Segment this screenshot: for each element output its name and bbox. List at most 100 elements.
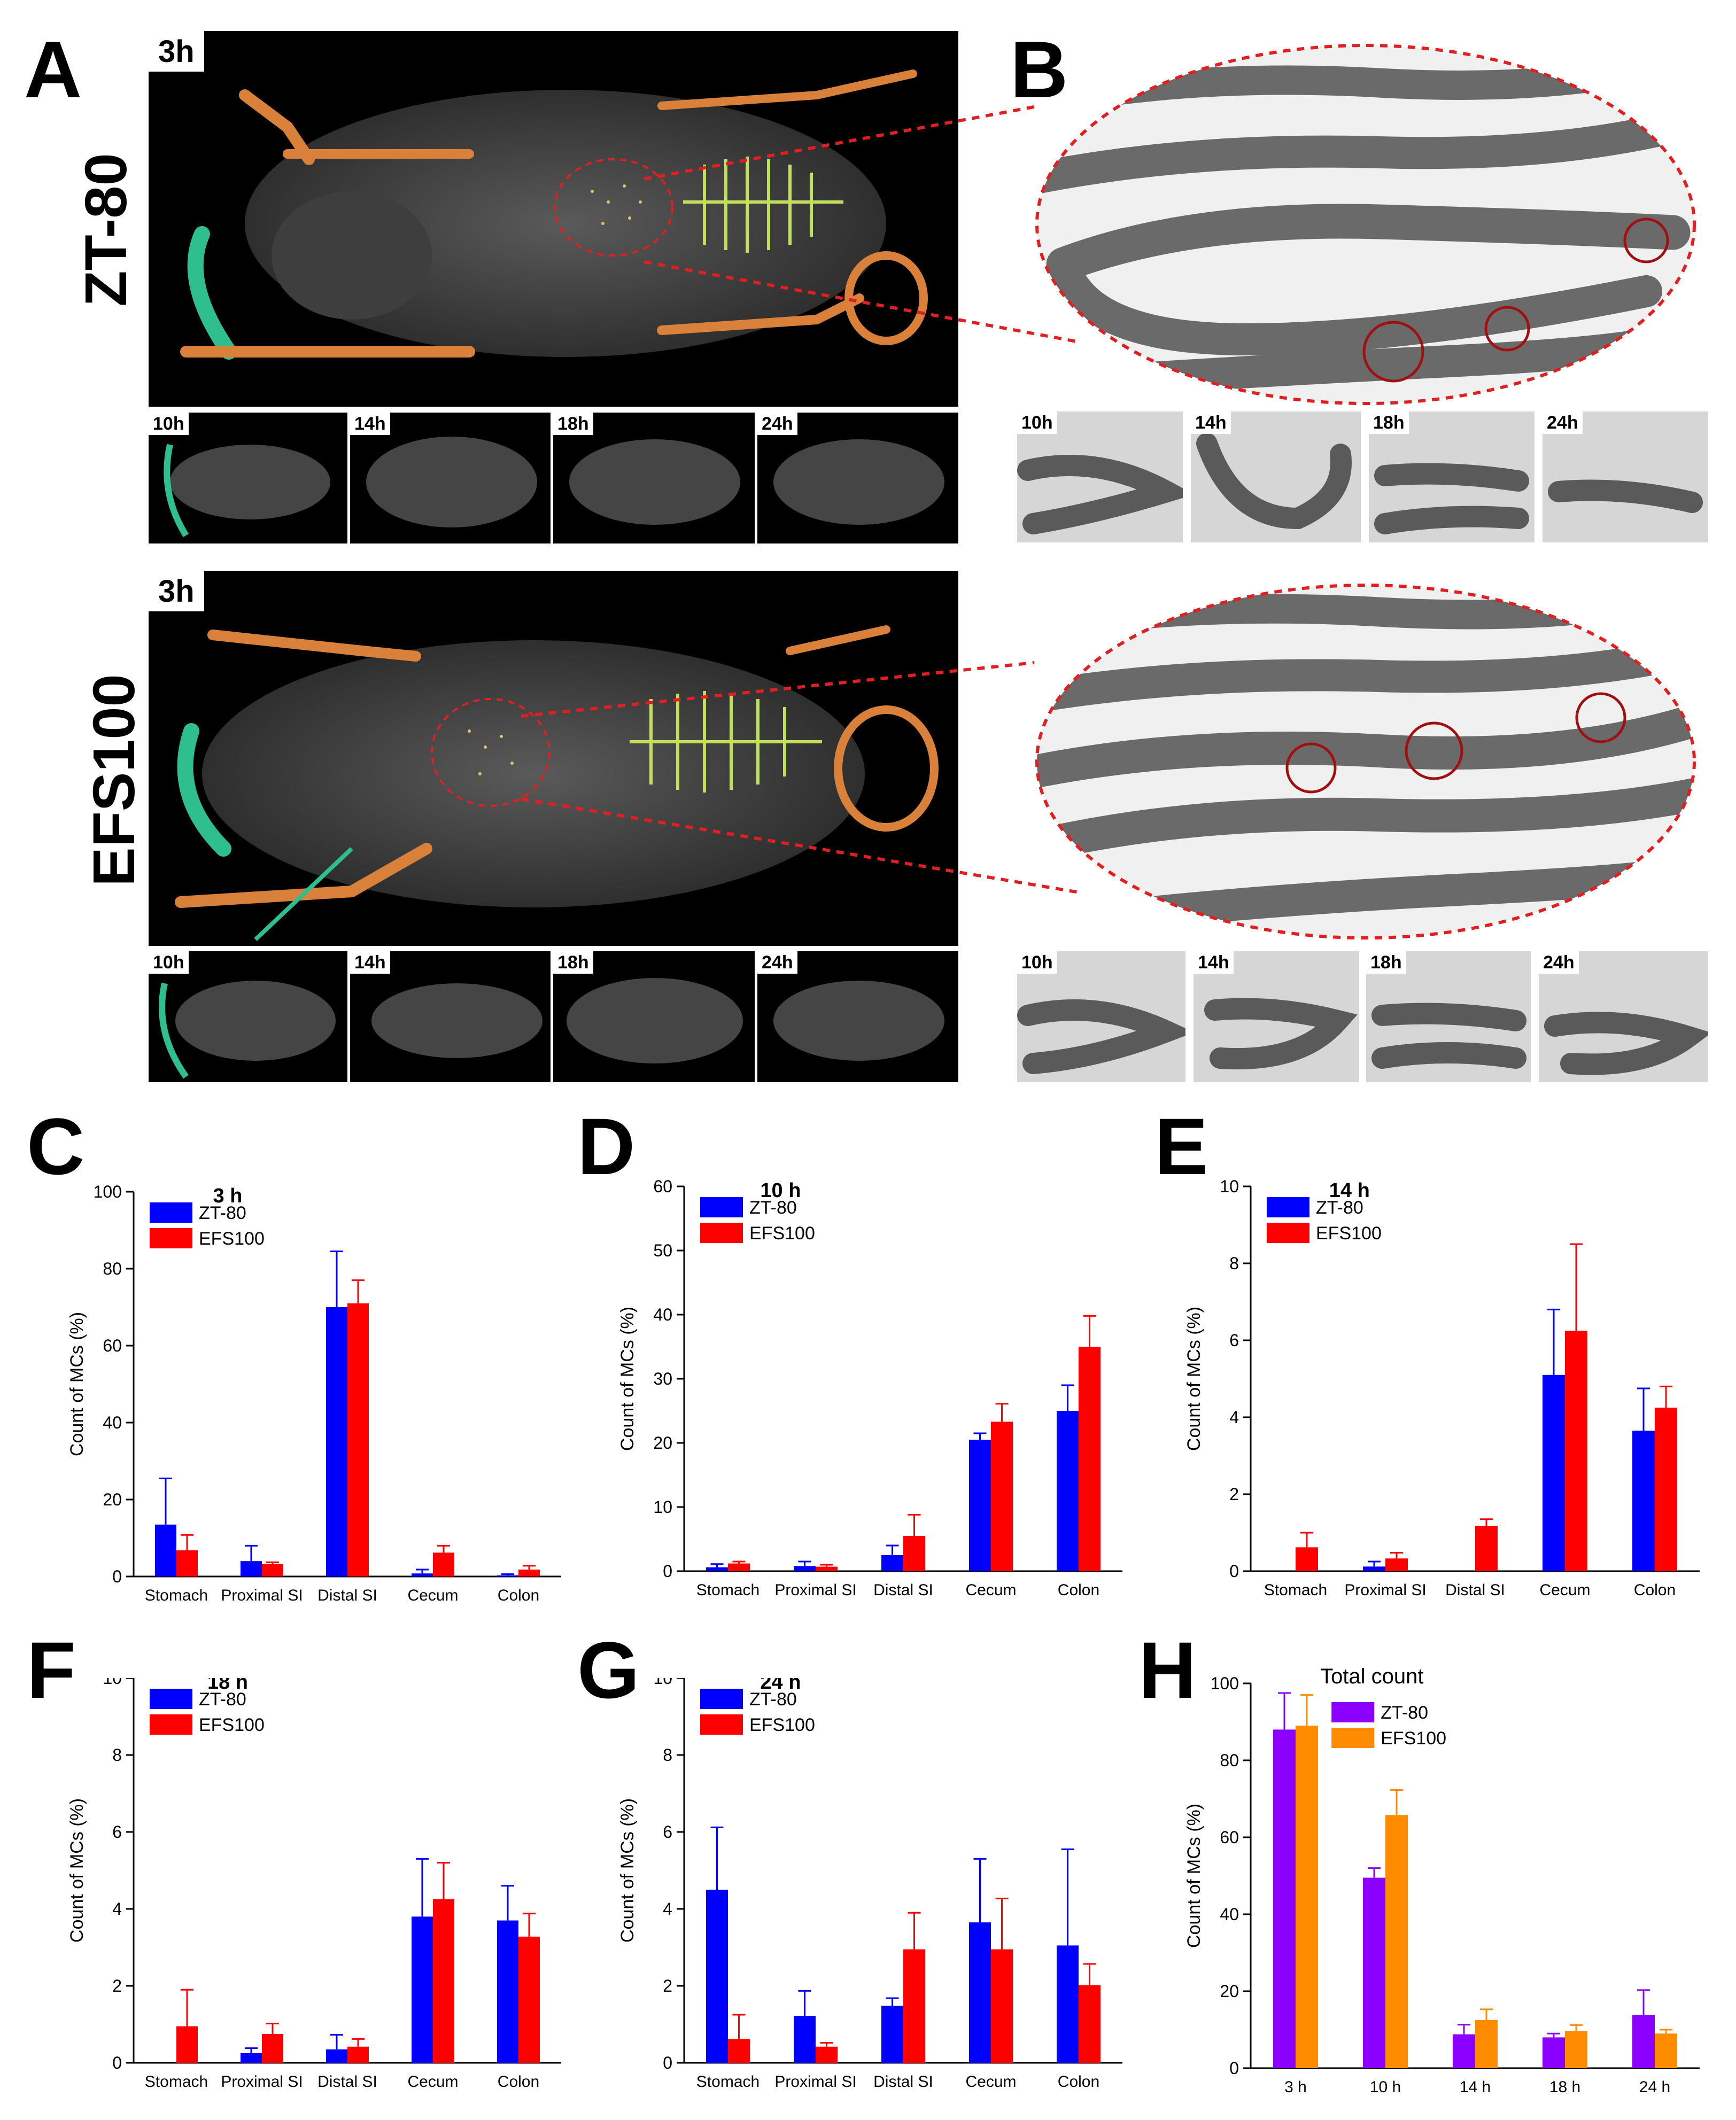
x-tick-label: Stomach bbox=[696, 2073, 759, 2091]
thumb-efs100-10h: 10h bbox=[149, 951, 347, 1082]
thumb-intestine-efs100-14h: 14h bbox=[1194, 951, 1359, 1082]
bar-zt-80 bbox=[969, 1440, 991, 1571]
y-tick-label: 40 bbox=[103, 1413, 122, 1432]
y-tick-label: 100 bbox=[94, 1182, 122, 1201]
time-tag: 3h bbox=[149, 31, 204, 72]
legend-label: ZT-80 bbox=[1381, 1703, 1428, 1723]
legend-swatch bbox=[700, 1223, 743, 1243]
legend-label: ZT-80 bbox=[1316, 1198, 1363, 1218]
chart-h: 0 20 40 60 80 100 Count of MCs (%) Total count 3… bbox=[1184, 1665, 1700, 2096]
bar-zt-80 bbox=[497, 1920, 518, 2063]
y-axis-label: Count of MCs (%) bbox=[67, 1798, 87, 1943]
x-tick-label: Proximal SI bbox=[774, 1581, 856, 1599]
y-tick-label: 0 bbox=[663, 1562, 672, 1581]
bar-efs100 bbox=[1475, 2020, 1498, 2068]
y-tick-label: 80 bbox=[1220, 1751, 1239, 1770]
mouse-ct-render bbox=[175, 625, 939, 941]
chart-e: 0 2 4 6 8 10 Count of MCs (%) 14 h Stomach Proxim… bbox=[1184, 1177, 1700, 1599]
x-tick-label: Distal SI bbox=[317, 1587, 377, 1604]
bar-efs100 bbox=[728, 2039, 750, 2063]
bar-efs100 bbox=[1296, 1726, 1318, 2068]
bar-efs100 bbox=[1475, 1526, 1498, 1571]
bar-efs100 bbox=[1385, 1558, 1408, 1571]
y-tick-label: 0 bbox=[112, 2053, 122, 2072]
chart-title: 3 h bbox=[213, 1185, 243, 1207]
chart-c: 0 20 40 60 80 100 Count of MCs (%) 3 h Stomach Pr… bbox=[67, 1182, 561, 1604]
x-tick-label: 24 h bbox=[1639, 2078, 1670, 2096]
x-tick-label: Cecum bbox=[407, 1587, 458, 1604]
thumb-efs100-14h: 14h bbox=[350, 951, 551, 1082]
x-tick-label: Colon bbox=[498, 2073, 539, 2091]
thumb-time: 14h bbox=[1194, 951, 1234, 974]
y-tick-label: 40 bbox=[1220, 1905, 1239, 1924]
mouse-ct-render bbox=[180, 69, 928, 360]
panel-label-f: F bbox=[27, 1625, 76, 1715]
bar-efs100 bbox=[1565, 2031, 1587, 2068]
zoom-guides bbox=[521, 105, 1080, 894]
y-tick-label: 8 bbox=[112, 1745, 122, 1765]
thumb-time: 18h bbox=[1369, 411, 1409, 434]
chart-g: 0 2 4 6 8 10 Count of MCs (%) 24 h Stomach Proxim… bbox=[617, 1678, 1122, 2091]
bar-zt-80 bbox=[326, 1307, 347, 1577]
bar-zt-80 bbox=[1632, 2015, 1655, 2068]
legend-swatch bbox=[150, 1202, 192, 1223]
legend-label: EFS100 bbox=[199, 1715, 265, 1735]
legend-swatch bbox=[1267, 1197, 1309, 1217]
thumb-zt80-10h: 10h bbox=[149, 413, 347, 543]
bar-zt-80 bbox=[881, 2006, 903, 2063]
bar-zt-80 bbox=[1057, 1945, 1079, 2063]
bar-efs100 bbox=[903, 1949, 925, 2063]
y-tick-label: 60 bbox=[653, 1177, 672, 1196]
y-tick-label: 4 bbox=[1229, 1408, 1239, 1427]
thumb-intestine-zt80-10h: 10h bbox=[1017, 411, 1183, 542]
y-tick-label: 40 bbox=[653, 1305, 672, 1324]
y-tick-label: 20 bbox=[653, 1433, 672, 1453]
legend-swatch bbox=[1331, 1728, 1375, 1748]
bar-zt-80 bbox=[412, 1573, 433, 1577]
bar-zt-80 bbox=[1057, 1411, 1079, 1571]
bar-zt-80 bbox=[1453, 2034, 1475, 2068]
bar-efs100 bbox=[1565, 1331, 1587, 1571]
y-axis-label: Count of MCs (%) bbox=[617, 1307, 638, 1451]
bar-zt-80 bbox=[241, 1561, 262, 1577]
bar-efs100 bbox=[991, 1949, 1013, 2063]
legend-label: EFS100 bbox=[199, 1229, 265, 1249]
legend-label: EFS100 bbox=[1316, 1223, 1382, 1244]
x-tick-label: Stomach bbox=[696, 1581, 759, 1599]
thumb-time: 18h bbox=[553, 951, 593, 974]
x-tick-label: Colon bbox=[1058, 1581, 1099, 1599]
bar-efs100 bbox=[816, 2046, 838, 2063]
chart-title: 10 h bbox=[760, 1179, 801, 1202]
bar-zt-80 bbox=[1273, 1729, 1296, 2068]
legend-label: ZT-80 bbox=[749, 1689, 797, 1710]
bar-zt-80 bbox=[881, 1555, 903, 1571]
y-tick-label: 20 bbox=[103, 1490, 122, 1509]
y-axis-label: Count of MCs (%) bbox=[617, 1798, 638, 1943]
y-axis-label: Count of MCs (%) bbox=[1184, 1307, 1204, 1451]
bar-zt-80 bbox=[1543, 1374, 1565, 1571]
bar-efs100 bbox=[1079, 1985, 1100, 2063]
bar-zt-80 bbox=[969, 1922, 991, 2063]
thumb-time: 14h bbox=[350, 413, 390, 435]
y-tick-label: 60 bbox=[103, 1336, 122, 1355]
bar-efs100 bbox=[518, 1936, 540, 2063]
panel-label-c: C bbox=[27, 1101, 85, 1191]
y-tick-label: 30 bbox=[653, 1369, 672, 1388]
chart-title: 24 h bbox=[760, 1678, 801, 1694]
x-tick-label: Colon bbox=[1058, 2073, 1099, 2091]
thumb-time: 24h bbox=[1543, 411, 1583, 434]
legend-label: ZT-80 bbox=[749, 1198, 797, 1218]
bar-efs100 bbox=[1296, 1547, 1318, 1571]
bar-zt-80 bbox=[155, 1524, 176, 1577]
x-tick-label: Cecum bbox=[965, 1581, 1016, 1599]
x-tick-label: Colon bbox=[498, 1587, 539, 1604]
y-tick-label: 0 bbox=[112, 1567, 122, 1586]
y-tick-label: 20 bbox=[1220, 1982, 1239, 2001]
thumb-zt80-24h: 24h bbox=[757, 413, 958, 543]
legend-label: EFS100 bbox=[749, 1223, 815, 1244]
legend-swatch bbox=[700, 1197, 743, 1217]
thumb-intestine-zt80-18h: 18h bbox=[1369, 411, 1534, 542]
y-tick-label: 50 bbox=[653, 1241, 672, 1260]
x-tick-label: Colon bbox=[1634, 1581, 1676, 1599]
x-tick-label: 10 h bbox=[1370, 2078, 1401, 2096]
